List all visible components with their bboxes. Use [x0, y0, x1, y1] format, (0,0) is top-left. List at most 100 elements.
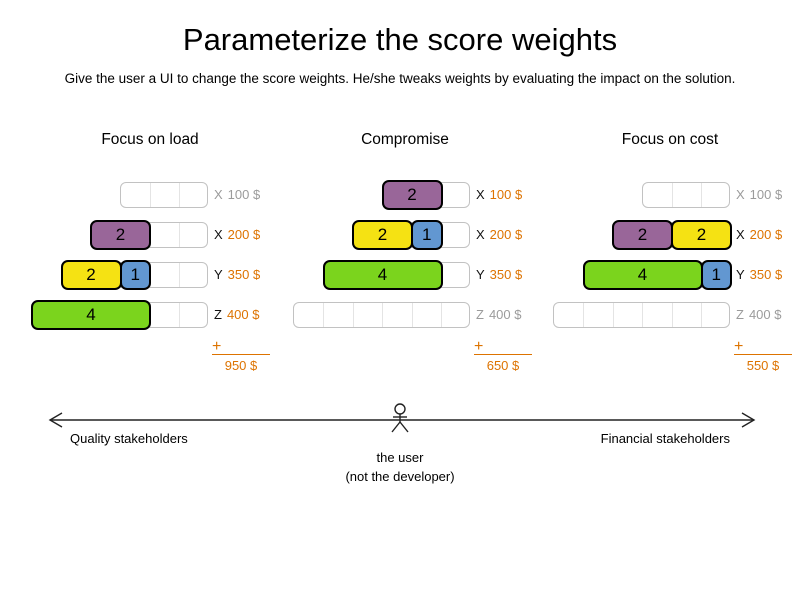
subtitle: Give the user a UI to change the score w… [64, 71, 736, 86]
cost-sum: +550 $ [734, 338, 792, 373]
slot-divider [642, 303, 643, 327]
slot-divider [441, 303, 442, 327]
user-label: the user [376, 450, 424, 465]
computer-label: X 100 $ [736, 187, 782, 202]
green-process-block: 4 [582, 260, 703, 290]
block-size-label: 2 [115, 225, 126, 244]
computer-name: X [476, 227, 485, 242]
computer-label: Y 350 $ [476, 267, 522, 282]
cost-sum: +950 $ [212, 338, 270, 373]
computer-name: Z [736, 307, 744, 322]
total-cost: 550 $ [746, 358, 780, 373]
green-process-block: 4 [31, 300, 151, 330]
computer-cost: 200 $ [749, 227, 783, 242]
computer-label: Y 350 $ [736, 267, 782, 282]
computer-cost: 400 $ [226, 307, 260, 322]
computer-name: X [736, 187, 745, 202]
column-header: Focus on load [101, 131, 199, 148]
slot-divider [149, 183, 151, 207]
slot-divider [411, 303, 413, 327]
computer-label: Z 400 $ [736, 307, 782, 322]
yellow-process-block: 2 [352, 220, 413, 250]
slot-divider [179, 303, 180, 327]
plus-icon: + [212, 338, 222, 355]
page-title: Parameterize the score weights [182, 22, 618, 57]
computer-name: Y [214, 267, 223, 282]
stakeholder-axis [48, 403, 756, 433]
capacity-container: 4 [322, 260, 470, 290]
slot-divider [671, 183, 673, 207]
block-size-label: 2 [637, 225, 648, 244]
slot-divider [583, 303, 584, 327]
computer-label: Z 400 $ [214, 307, 260, 322]
capacity-container: 2 [381, 180, 470, 210]
block-size-label: 2 [377, 225, 388, 244]
slot-divider [701, 183, 702, 207]
sum-line [734, 354, 792, 355]
block-size-label: 2 [407, 185, 417, 204]
computer-name: X [736, 227, 745, 242]
computer-cost: 400 $ [748, 307, 782, 322]
block-size-label: 1 [711, 265, 721, 284]
column-header: Focus on cost [621, 131, 719, 148]
computer-cost: 350 $ [489, 267, 523, 282]
blue-process-block: 1 [411, 220, 443, 250]
slot-divider [701, 303, 702, 327]
computer-label: Y 350 $ [214, 267, 260, 282]
slot-divider [179, 223, 180, 247]
block-size-label: 1 [422, 225, 432, 244]
total-cost: 950 $ [224, 358, 258, 373]
computer-label: X 200 $ [214, 227, 260, 242]
slot-divider [612, 303, 614, 327]
computer-cost: 350 $ [227, 267, 261, 282]
computer-name: Z [476, 307, 484, 322]
computer-name: X [214, 227, 223, 242]
user-label-sub: (not the developer) [345, 469, 455, 484]
computer-name: X [476, 187, 485, 202]
yellow-process-block: 2 [60, 260, 122, 290]
purple-process-block: 2 [612, 220, 673, 250]
computer-label: X 200 $ [736, 227, 782, 242]
axis-label-financial: Financial stakeholders [600, 431, 730, 446]
plus-icon: + [474, 338, 484, 355]
capacity-container: 2 [90, 220, 208, 250]
computer-cost: 100 $ [227, 187, 261, 202]
block-size-label: 2 [696, 225, 707, 244]
axis-label-quality: Quality stakeholders [70, 431, 188, 446]
user-actor-icon [391, 403, 409, 433]
computer-name: Z [214, 307, 222, 322]
green-process-block: 4 [322, 260, 443, 290]
slot-divider [352, 303, 354, 327]
column-header: Compromise [361, 131, 449, 148]
computer-label: Z 400 $ [476, 307, 522, 322]
computer-cost: 100 $ [489, 187, 523, 202]
slot-divider [323, 303, 324, 327]
block-size-label: 4 [377, 265, 388, 284]
computer-cost: 400 $ [488, 307, 522, 322]
plus-icon: + [734, 338, 744, 355]
computer-name: Y [736, 267, 745, 282]
computer-cost: 100 $ [749, 187, 783, 202]
cost-sum: +650 $ [474, 338, 532, 373]
computer-cost: 200 $ [227, 227, 261, 242]
capacity-container: 4 [31, 300, 208, 330]
computer-cost: 350 $ [749, 267, 783, 282]
capacity-container [553, 302, 730, 328]
slot-divider [179, 183, 180, 207]
blue-process-block: 1 [700, 260, 732, 290]
capacity-container [119, 182, 208, 208]
capacity-container [293, 302, 470, 328]
slot-divider [671, 303, 673, 327]
computer-label: X 100 $ [214, 187, 260, 202]
blue-process-block: 1 [119, 260, 151, 290]
computer-cost: 200 $ [489, 227, 523, 242]
purple-process-block: 2 [90, 220, 151, 250]
yellow-process-block: 2 [671, 220, 732, 250]
computer-label: X 200 $ [476, 227, 522, 242]
purple-process-block: 2 [381, 180, 443, 210]
block-size-label: 1 [130, 265, 140, 284]
